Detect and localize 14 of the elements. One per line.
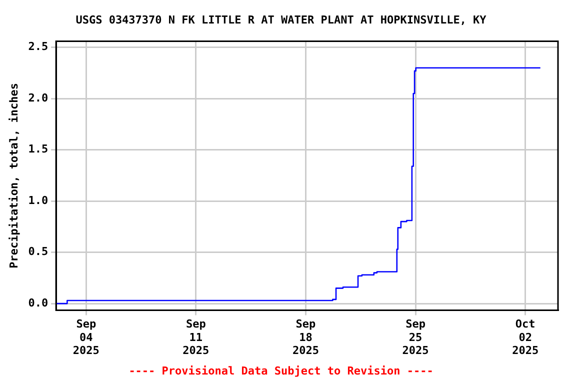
x-tick-label: Sep 04 2025 [72, 318, 100, 358]
chart-title: USGS 03437370 N FK LITTLE R AT WATER PLANT AT HOPKINSVILLE, KY [76, 13, 487, 26]
y-tick-label: 2.0 [28, 91, 48, 104]
y-tick-label: 1.0 [28, 194, 48, 207]
y-tick-label: 1.5 [28, 142, 48, 156]
y-tick-label: 2.5 [28, 40, 48, 54]
text: ---- Provisional Data Subject to Revision ---- [128, 364, 434, 378]
x-tick-label: Sep 25 2025 [402, 318, 429, 358]
y-axis-title: Precipitation, total, inches [7, 82, 20, 268]
x-tick-label: Sep 11 2025 [182, 318, 210, 358]
x-tick-label: Sep 18 2025 [292, 318, 319, 358]
y-tick-label: 0.5 [28, 245, 48, 258]
y-tick-label: 0.0 [28, 296, 48, 310]
x-tick-label: Oct 02 2025 [512, 318, 539, 358]
